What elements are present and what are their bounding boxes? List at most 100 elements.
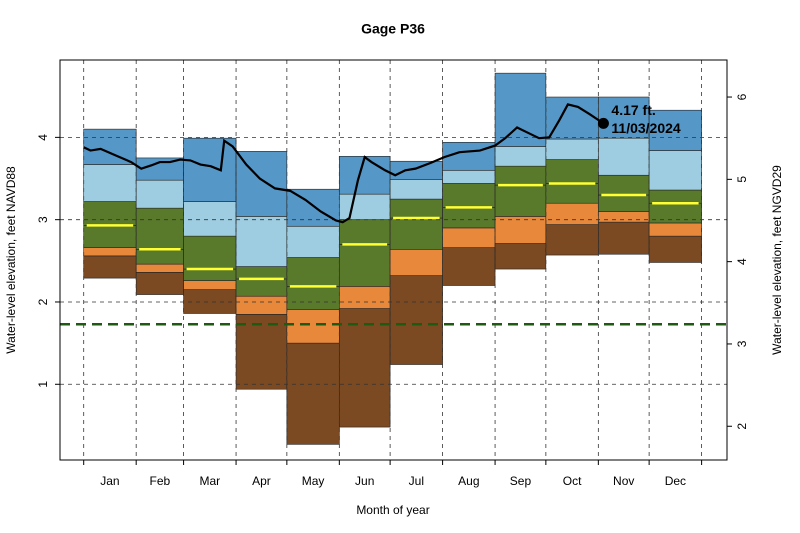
current-line bbox=[83, 103, 605, 224]
x-tick-label: Nov bbox=[613, 474, 634, 488]
band bbox=[286, 257, 340, 287]
band bbox=[235, 278, 288, 297]
band bbox=[339, 219, 391, 245]
band bbox=[494, 243, 547, 270]
band bbox=[648, 235, 702, 263]
y2-axis-label: Water-level elevation, feet NGVD29 bbox=[770, 165, 784, 355]
x-tick-label: May bbox=[302, 474, 325, 488]
band bbox=[83, 128, 137, 165]
band bbox=[183, 137, 237, 202]
y2-tick-label: 3 bbox=[735, 340, 749, 347]
band bbox=[135, 272, 184, 295]
y-tick-label: 2 bbox=[36, 298, 50, 305]
band bbox=[389, 275, 443, 365]
band bbox=[494, 165, 547, 186]
band bbox=[135, 179, 184, 209]
annotation-date: 11/03/2024 bbox=[611, 120, 681, 136]
band bbox=[286, 188, 340, 227]
y2-tick-label: 5 bbox=[735, 176, 749, 183]
band bbox=[494, 184, 547, 217]
x-tick-label: Oct bbox=[563, 474, 582, 488]
band bbox=[389, 217, 443, 250]
band bbox=[286, 342, 340, 445]
band bbox=[183, 235, 237, 270]
x-tick-label: Dec bbox=[665, 474, 686, 488]
band bbox=[598, 174, 650, 196]
band bbox=[83, 164, 137, 202]
band bbox=[598, 137, 650, 176]
band bbox=[235, 216, 288, 267]
x-axis-label: Month of year bbox=[356, 503, 429, 517]
band bbox=[442, 207, 496, 229]
band bbox=[389, 249, 443, 276]
band bbox=[648, 222, 702, 237]
x-tick-label: Jun bbox=[355, 474, 374, 488]
band bbox=[183, 280, 237, 290]
x-tick-label: Sep bbox=[510, 474, 532, 488]
band bbox=[598, 194, 650, 212]
band bbox=[135, 207, 184, 250]
x-tick-label: Feb bbox=[150, 474, 171, 488]
y-tick-label: 3 bbox=[36, 216, 50, 223]
band bbox=[442, 183, 496, 208]
band bbox=[545, 224, 599, 256]
plot-frame bbox=[59, 59, 728, 461]
y2-tick-label: 6 bbox=[735, 93, 749, 100]
band bbox=[183, 289, 237, 314]
band bbox=[135, 249, 184, 265]
band bbox=[339, 193, 391, 220]
y-tick-label: 1 bbox=[36, 381, 50, 388]
band bbox=[389, 179, 443, 200]
band bbox=[494, 146, 547, 167]
band bbox=[545, 202, 599, 225]
band bbox=[648, 109, 702, 151]
band bbox=[442, 227, 496, 248]
x-tick-label: Apr bbox=[252, 474, 271, 488]
band bbox=[389, 160, 443, 180]
band bbox=[545, 159, 599, 184]
band bbox=[235, 266, 288, 280]
band bbox=[83, 201, 137, 226]
y-tick-label: 4 bbox=[36, 134, 50, 141]
x-tick-label: Jul bbox=[409, 474, 424, 488]
chart-title: Gage P36 bbox=[361, 21, 425, 37]
band bbox=[83, 225, 137, 248]
band bbox=[286, 309, 340, 344]
band bbox=[598, 221, 650, 255]
band bbox=[339, 308, 391, 428]
band bbox=[286, 286, 340, 310]
band bbox=[648, 150, 702, 191]
band bbox=[545, 138, 599, 160]
band bbox=[598, 96, 650, 139]
band bbox=[442, 142, 496, 171]
band bbox=[545, 96, 599, 140]
y2-tick-label: 2 bbox=[735, 423, 749, 430]
band bbox=[183, 201, 237, 237]
band bbox=[135, 263, 184, 273]
band bbox=[183, 268, 237, 281]
last-point bbox=[597, 117, 609, 129]
band bbox=[389, 198, 443, 219]
band bbox=[339, 286, 391, 309]
band bbox=[83, 247, 137, 257]
x-tick-label: Jan bbox=[100, 474, 119, 488]
band bbox=[235, 295, 288, 315]
band bbox=[494, 216, 547, 244]
band bbox=[339, 244, 391, 287]
y-axis-label: Water-level elevation, feet NAVD88 bbox=[4, 166, 18, 354]
band bbox=[442, 169, 496, 184]
annotation-value: 4.17 ft. bbox=[611, 102, 655, 118]
band bbox=[83, 255, 137, 279]
band bbox=[235, 314, 288, 390]
y2-tick-label: 4 bbox=[735, 258, 749, 265]
band bbox=[339, 155, 391, 195]
band bbox=[598, 211, 650, 223]
x-tick-label: Mar bbox=[199, 474, 220, 488]
band bbox=[286, 225, 340, 258]
band bbox=[442, 247, 496, 286]
x-tick-label: Aug bbox=[458, 474, 479, 488]
band bbox=[545, 183, 599, 204]
band bbox=[648, 189, 702, 204]
band bbox=[494, 72, 547, 147]
